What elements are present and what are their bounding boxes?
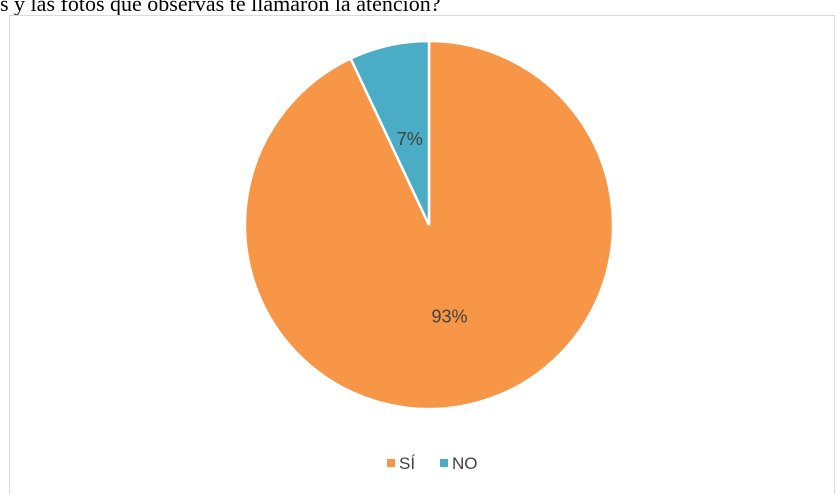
pie-slices xyxy=(243,39,615,411)
data-label-si: 93% xyxy=(431,307,467,327)
legend-label-no: NO xyxy=(452,454,478,473)
data-label-no: 7% xyxy=(397,129,423,149)
pie-slice-no xyxy=(348,39,431,226)
legend-swatch-si xyxy=(387,459,395,467)
legend-swatch-no xyxy=(440,459,448,467)
legend-label-si: SÍ xyxy=(399,454,415,473)
pie-data-labels: 93% 7% xyxy=(397,129,468,327)
chart-legend: SÍ NO xyxy=(387,454,478,473)
document-caption: s y las fotos que observas te llamaron l… xyxy=(0,0,441,16)
